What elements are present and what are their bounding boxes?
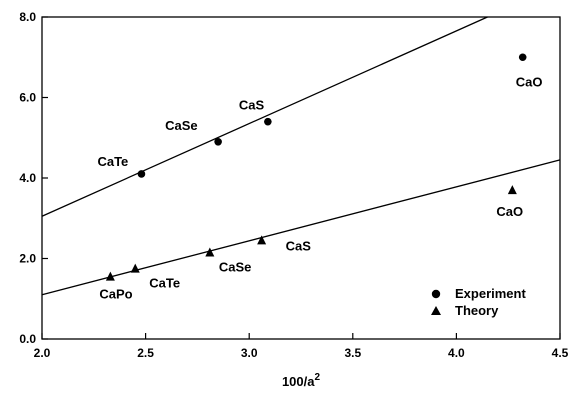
x-axis-title-superscript: 2 [314,372,320,383]
legend-label-experiment: Experiment [455,286,526,301]
y-tick-label: 4.0 [19,171,36,185]
y-tick-label: 8.0 [19,10,36,24]
point-label: CaTe [149,276,180,291]
point-label: CaS [239,98,265,113]
experiment-point [518,53,527,62]
x-tick-label: 3.0 [241,346,258,360]
y-tick-label: 0.0 [19,332,36,346]
point-label: CaPo [99,287,132,302]
point-label: CaSe [219,259,252,274]
x-tick-label: 2.5 [137,346,154,360]
y-tick-label: 6.0 [19,91,36,105]
theory-point [257,235,267,245]
x-tick-label: 3.5 [344,346,361,360]
point-labels: CaTe CaSe CaS CaO CaPo CaTe CaSe CaS CaO [97,74,542,301]
point-label: CaTe [97,154,128,169]
legend-theory-marker [431,306,441,315]
y-axis: 0.0 2.0 4.0 6.0 8.0 [19,10,48,346]
point-label: CaSe [165,118,198,133]
x-tick-label: 4.5 [552,346,569,360]
x-axis-title-main: 100/a [282,374,315,389]
experiment-point [214,137,222,146]
point-label: CaO [496,204,523,219]
x-axis: 2.0 2.5 3.0 3.5 4.0 4.5 [34,333,569,360]
theory-point [105,271,115,281]
experiment-point [264,117,272,126]
experiment-point [137,170,146,178]
fit-line-experiment [41,16,488,217]
legend-label-theory: Theory [455,303,499,318]
fit-line-theory [41,159,561,296]
theory-point [507,185,517,195]
legend: Experiment Theory [431,286,526,318]
fit-lines [41,16,561,296]
point-label: CaO [516,74,543,89]
x-tick-label: 4.0 [448,346,465,360]
data-markers [105,53,527,281]
legend-experiment-marker [431,289,441,299]
y-tick-label: 2.0 [19,252,36,266]
x-tick-label: 2.0 [34,346,51,360]
x-axis-title: 100/a2 [282,372,321,389]
theory-point [130,263,140,273]
theory-point [205,247,215,257]
point-label: CaS [286,238,312,253]
